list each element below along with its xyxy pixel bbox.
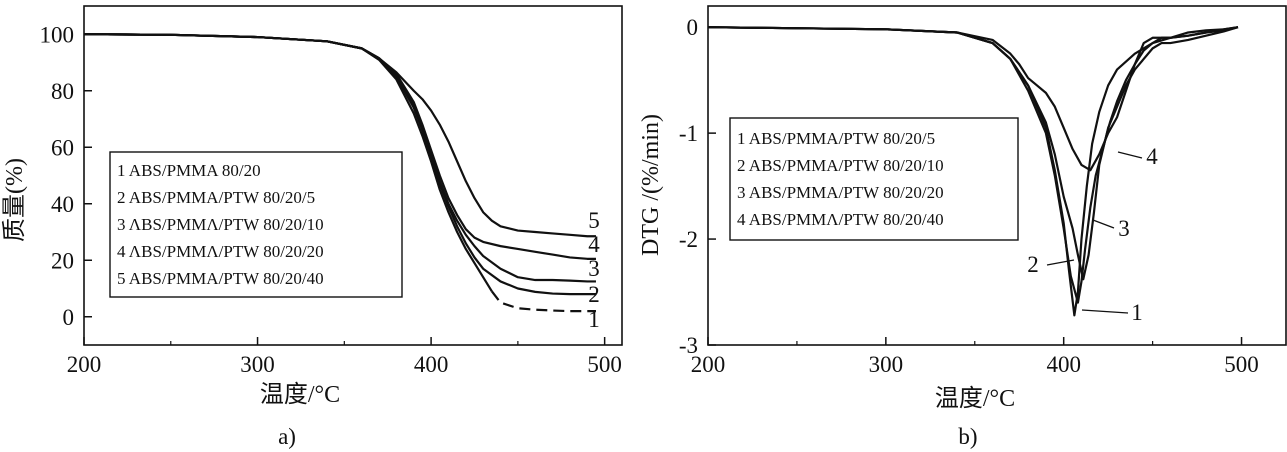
- legend-entry-4: 4 ΛBS/PMMΛ/PTW 80/20/20: [117, 242, 324, 261]
- y-tick-label: 60: [51, 135, 74, 160]
- panel-b-curve-labels: 1 2 3 4: [1027, 144, 1158, 325]
- y-tick-label: 80: [51, 79, 74, 104]
- y-tick-label: 20: [51, 248, 74, 273]
- curve-leader-1: [1081, 309, 1129, 314]
- panel-a-legend: 1 ABS/PMMA 80/20 2 ABS/PMMA/PTW 80/20/5 …: [109, 151, 403, 298]
- panel-a-label: a): [278, 424, 296, 449]
- series-4-line: [707, 26, 1239, 172]
- x-tick-label: 400: [1046, 352, 1081, 377]
- dtg-curves: [707, 26, 1239, 317]
- curve-leader-2: [1046, 259, 1075, 266]
- panel-b-y-axis-label: DTG /(%/min): [638, 114, 664, 256]
- curve-label-3: 3: [588, 256, 600, 281]
- curve-label-4: 4: [588, 232, 600, 257]
- x-tick-label: 300: [240, 352, 275, 377]
- legend-entry-1: 1 ABS/PMMA/PTW 80/20/5: [737, 129, 935, 148]
- panel-a-y-axis-label: 质量(%): [1, 158, 28, 242]
- y-tick-label: 0: [63, 305, 75, 330]
- legend-entry-3: 3 ABS/PMMA/PTW 80/20/20: [737, 183, 944, 202]
- tga-curves: [83, 33, 596, 313]
- y-tick-label: 40: [51, 192, 74, 217]
- curve-label-5: 5: [588, 208, 600, 233]
- legend-entry-2: 2 ABS/PMMA/PTW 80/20/5: [117, 188, 315, 207]
- panel-a-plot-frame: [83, 5, 623, 346]
- x-tick-label: 500: [587, 352, 622, 377]
- y-tick-label: 100: [40, 22, 75, 47]
- curve-label-1: 1: [588, 307, 600, 332]
- series-3-line: [707, 26, 1239, 281]
- curve-leader-4: [1117, 151, 1143, 159]
- legend-entry-1: 1 ABS/PMMA 80/20: [117, 161, 261, 180]
- y-tick-label: -1: [679, 121, 698, 146]
- legend-entry-5: 5 ABS/PMMA/PTW 80/20/40: [117, 269, 324, 288]
- y-tick-label: 0: [687, 15, 699, 40]
- panel-a-x-axis-label: 温度/°C: [260, 381, 340, 408]
- legend-box: [729, 117, 1019, 241]
- x-tick-label: 400: [414, 352, 449, 377]
- curve-label-2: 2: [1027, 252, 1039, 277]
- legend-entry-2: 2 ABS/PMMA/PTW 80/20/10: [737, 156, 944, 175]
- legend-box: [109, 151, 403, 298]
- panel-b-plot-frame: [707, 5, 1287, 346]
- panel-a-thermogravimetry-chart: 200 300 400 500 0 20 40 60 80 100 1 ABS/PMMA 80/2…: [1, 5, 623, 449]
- curve-label-3: 3: [1118, 216, 1130, 241]
- y-tick-label: -2: [679, 227, 698, 252]
- x-tick-label: 500: [1224, 352, 1259, 377]
- panel-b-label: b): [958, 424, 977, 449]
- curve-leader-3: [1092, 219, 1115, 229]
- legend-entry-4: 4 ABS/PMMΛ/PTW 80/20/40: [737, 210, 944, 229]
- panel-b-legend: 1 ABS/PMMA/PTW 80/20/5 2 ABS/PMMA/PTW 80…: [729, 117, 1019, 241]
- panel-b-x-axis-label: 温度/°C: [935, 385, 1015, 412]
- x-tick-label: 300: [869, 352, 904, 377]
- y-tick-label: -3: [679, 333, 698, 358]
- panel-b-axes-ticks: 200 300 400 500 0 -1 -2 -3: [679, 15, 1259, 377]
- x-tick-label: 200: [691, 352, 726, 377]
- curve-label-4: 4: [1146, 144, 1158, 169]
- series-1-dashed-line: [490, 290, 596, 313]
- x-tick-label: 200: [67, 352, 102, 377]
- panel-b-dtg-chart: 200 300 400 500 0 -1 -2 -3 1 ABS/PMMA/PTW 80/20…: [638, 5, 1287, 449]
- series-5-line: [83, 33, 596, 238]
- legend-entry-3: 3 ΛBS/PMMΛ/PTW 80/20/10: [117, 215, 324, 234]
- curve-label-1: 1: [1131, 300, 1143, 325]
- panel-a-axes-ticks: 200 300 400 500 0 20 40 60 80 100: [40, 22, 622, 377]
- curve-label-2: 2: [588, 282, 600, 307]
